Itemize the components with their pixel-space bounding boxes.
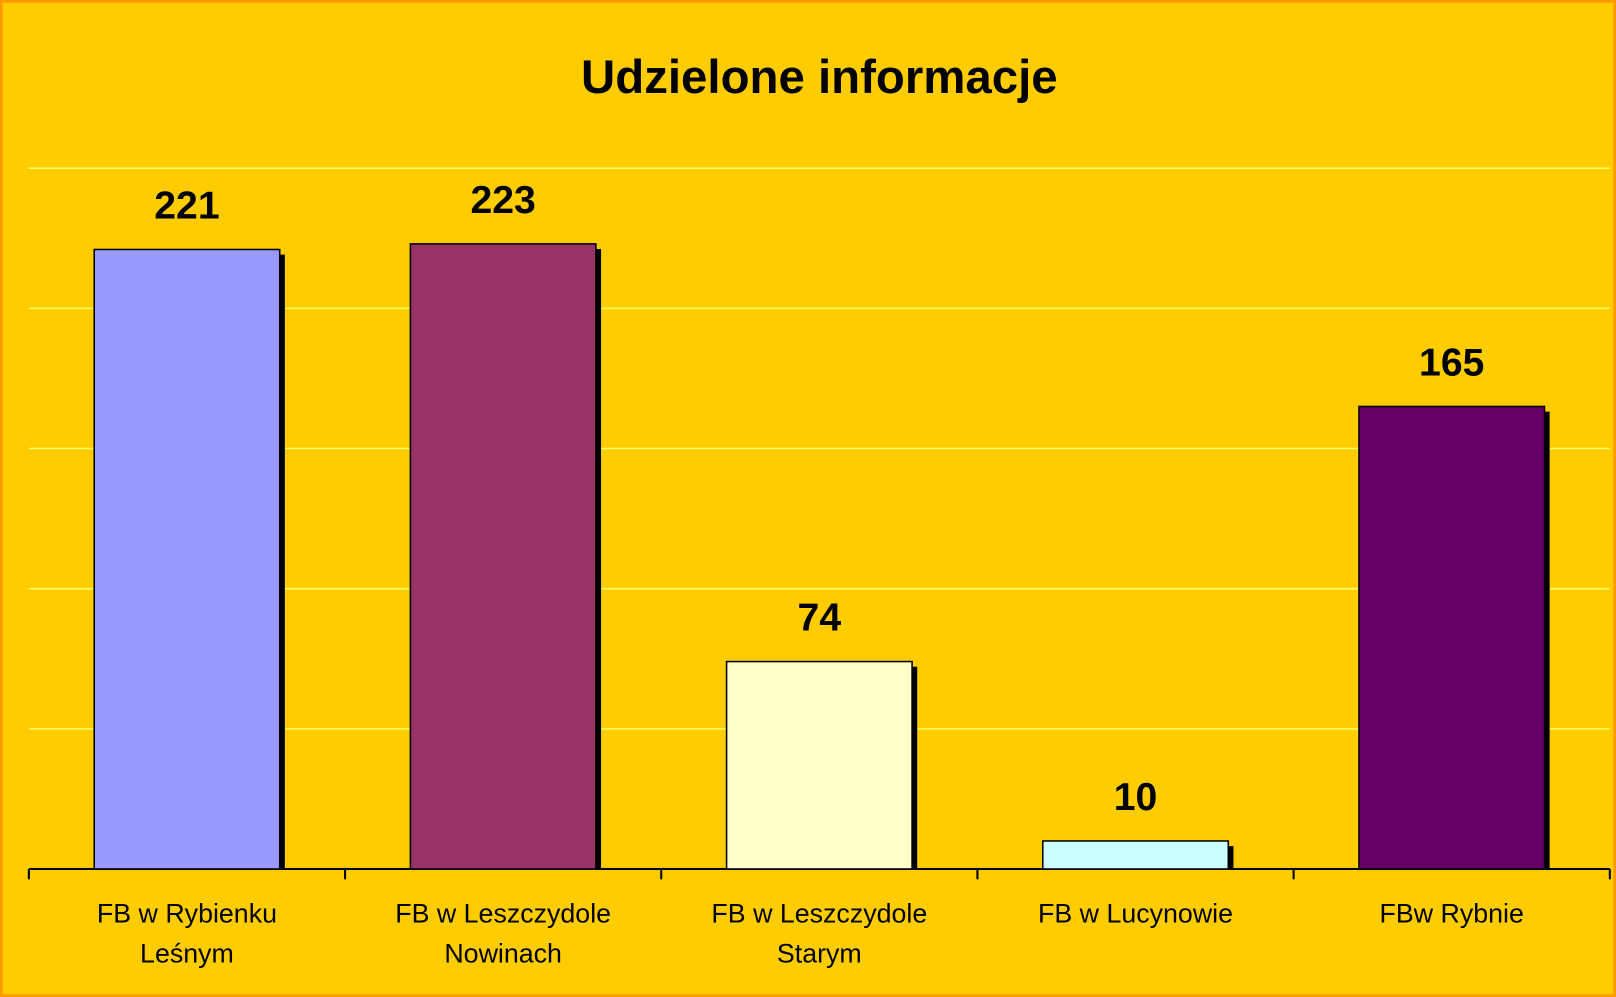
value-label: 10 [1114, 776, 1158, 819]
bar [1042, 840, 1230, 870]
x-tick-label: FB w Leszczydole Starym [711, 898, 927, 968]
x-tick-label: FB w Lucynowie [1038, 898, 1233, 928]
x-tick-label: FBw Rybnie [1380, 898, 1524, 928]
bar [409, 243, 597, 870]
x-tick-label: FB w Leszczydole Nowinach [395, 898, 611, 968]
x-tick-label-line: Nowinach [444, 939, 562, 969]
x-tick-label-line: Starym [777, 939, 862, 969]
x-tick-label-line: Leśnym [140, 939, 234, 969]
value-label: 165 [1419, 342, 1484, 385]
value-label: 74 [798, 597, 842, 640]
bar [93, 248, 281, 870]
x-tick-label: FB w Rybienku Leśnym [97, 898, 277, 968]
x-tick-label-line: FB w Leszczydole [711, 898, 927, 928]
bar [725, 660, 913, 870]
bar [1358, 405, 1546, 870]
value-label: 221 [154, 185, 219, 228]
x-tick-label-line: FB w Leszczydole [395, 898, 611, 928]
chart-title: Udzielone informacje [581, 51, 1058, 104]
x-tick-label-line: FB w Rybienku [97, 898, 277, 928]
value-label: 223 [470, 179, 535, 222]
